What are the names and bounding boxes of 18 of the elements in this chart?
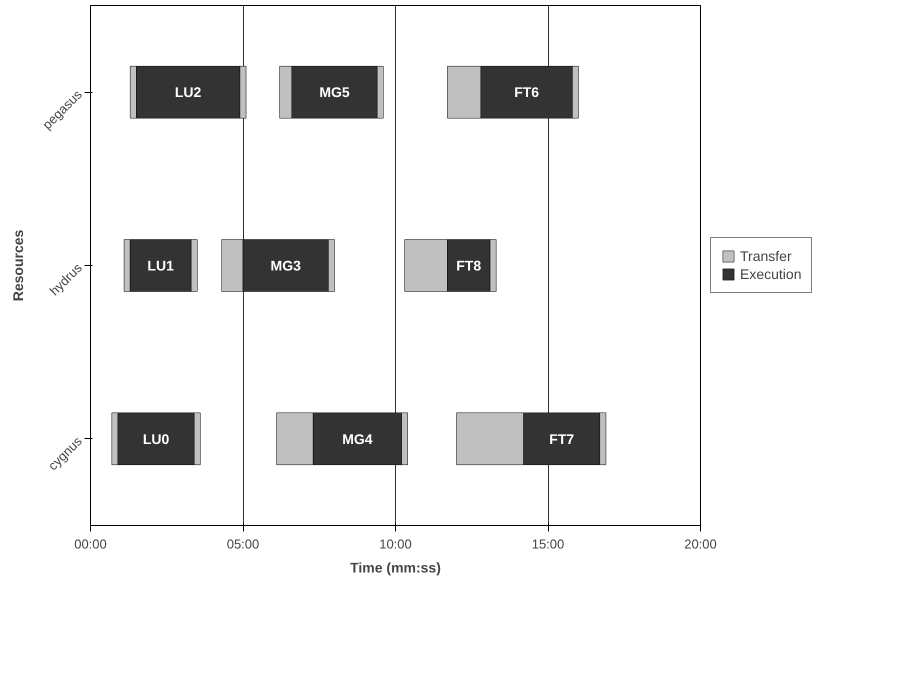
data-label: LU2 [174, 84, 202, 100]
data-label: FT6 [514, 84, 540, 100]
legend-label: Execution [740, 266, 802, 282]
x-tick-label: 05:00 [226, 536, 260, 552]
x-axis-title: Time (mm:ss) [350, 560, 441, 576]
data-label: FT8 [456, 258, 482, 274]
legend-label: Transfer [740, 248, 792, 264]
x-tick-label: 15:00 [532, 536, 564, 552]
data-label: LU1 [147, 258, 174, 274]
data-label: LU0 [142, 430, 170, 447]
data-label: MG5 [319, 84, 350, 100]
x-tick-label: 10:00 [379, 536, 412, 552]
data-label: MG4 [342, 430, 373, 447]
data-label: FT7 [549, 430, 574, 447]
y-axis-title: Resources [10, 229, 26, 302]
x-tick-label: 20:00 [684, 536, 717, 552]
x-tick-label: 00:00 [74, 536, 107, 552]
data-label: MG3 [270, 258, 302, 274]
